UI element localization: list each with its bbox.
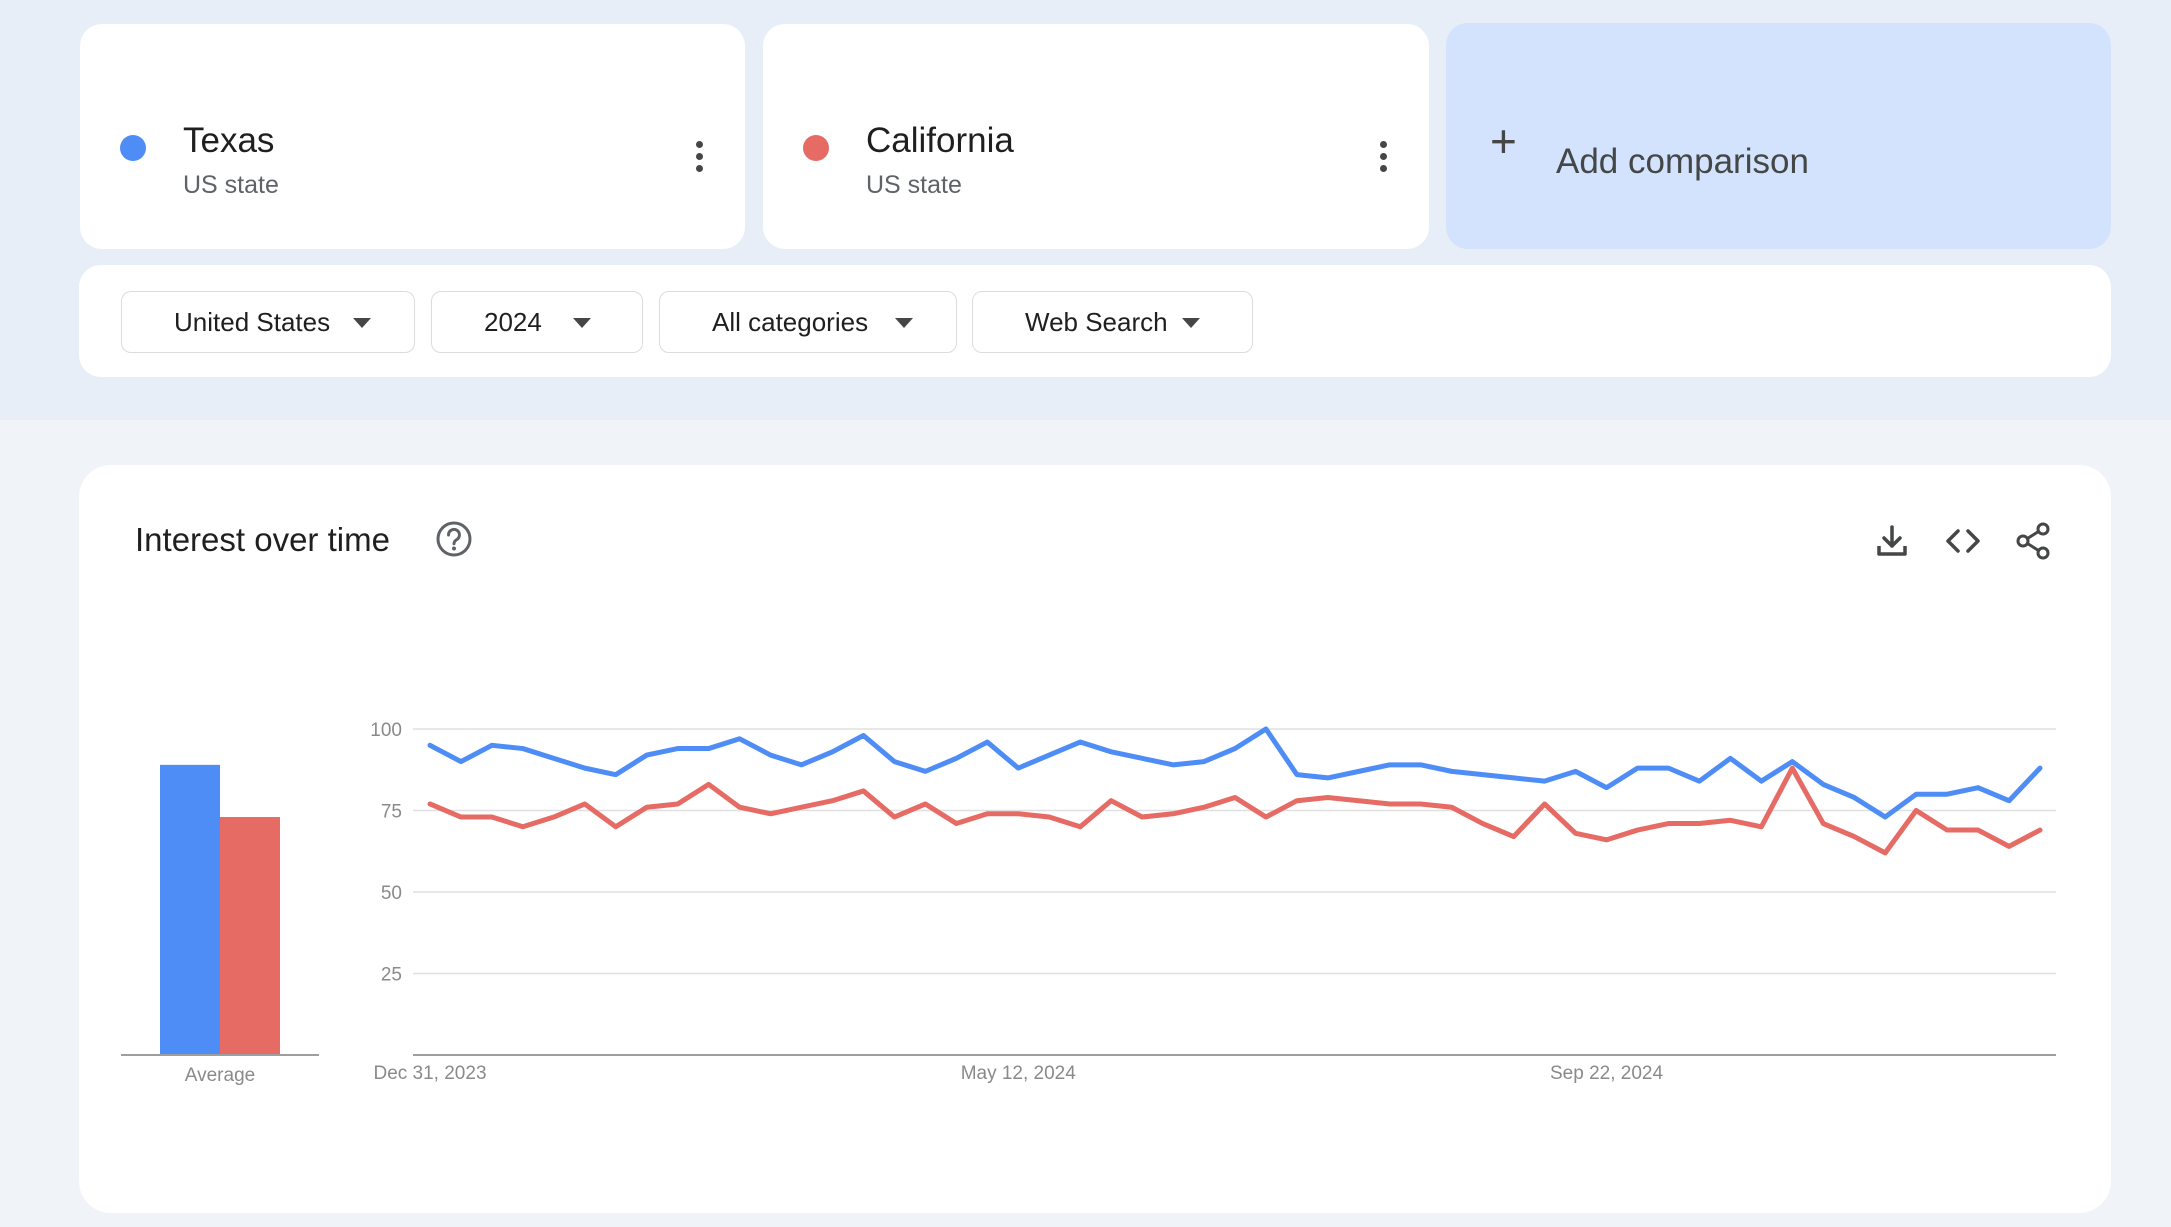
y-tick-label: 25 [381, 965, 402, 986]
chevron-down-icon [573, 318, 591, 328]
average-bar-texas [160, 764, 220, 1055]
filter-bar: United States 2024 All categories Web Se… [79, 265, 2111, 377]
y-tick-label: 100 [370, 720, 402, 741]
download-icon[interactable] [1873, 522, 1911, 560]
term-name: California [866, 121, 1014, 160]
plus-icon: + [1490, 115, 1517, 167]
average-label: Average [185, 1065, 255, 1086]
term-type: US state [183, 171, 279, 199]
region-dropdown[interactable]: United States [121, 291, 415, 353]
term-type: US state [866, 171, 962, 199]
help-circle-icon[interactable] [435, 520, 473, 558]
term-card-california[interactable]: California US state [763, 24, 1429, 249]
search-type-value: Web Search [1025, 307, 1168, 337]
average-bar-california [220, 817, 280, 1055]
term-card-texas[interactable]: Texas US state [80, 24, 745, 249]
period-dropdown[interactable]: 2024 [431, 291, 643, 353]
y-tick-label: 75 [381, 802, 402, 823]
category-value: All categories [712, 307, 869, 337]
chevron-down-icon [353, 318, 371, 328]
chevron-down-icon [1182, 318, 1200, 328]
x-tick-label: May 12, 2024 [961, 1063, 1077, 1084]
california-color-dot [803, 135, 829, 161]
chart-title: Interest over time [135, 521, 390, 558]
x-tick-label: Sep 22, 2024 [1550, 1063, 1663, 1084]
more-vert-icon[interactable] [689, 141, 709, 181]
series-line-texas [427, 726, 2043, 820]
add-comparison-button[interactable]: + Add comparison [1446, 23, 2111, 249]
term-name: Texas [183, 121, 275, 160]
series-line-california [427, 765, 2043, 856]
interest-chart: 25 50 75 100 Dec 31, 2023 May 12, 2024 Sep 22,… [121, 720, 2056, 1086]
x-tick-label: Dec 31, 2023 [373, 1063, 486, 1084]
region-value: United States [174, 307, 331, 337]
chevron-down-icon [895, 318, 913, 328]
share-icon[interactable] [2014, 522, 2052, 560]
interest-over-time-card: Interest over time 25 50 75 100 Dec 31, 2023… [79, 465, 2111, 1213]
period-value: 2024 [484, 307, 542, 337]
embed-code-icon[interactable] [1944, 522, 1982, 560]
more-vert-icon[interactable] [1373, 141, 1393, 181]
y-tick-label: 50 [381, 883, 402, 904]
texas-color-dot [120, 135, 146, 161]
search-type-dropdown[interactable]: Web Search [972, 291, 1253, 353]
add-comparison-label: Add comparison [1556, 142, 1809, 181]
category-dropdown[interactable]: All categories [659, 291, 957, 353]
